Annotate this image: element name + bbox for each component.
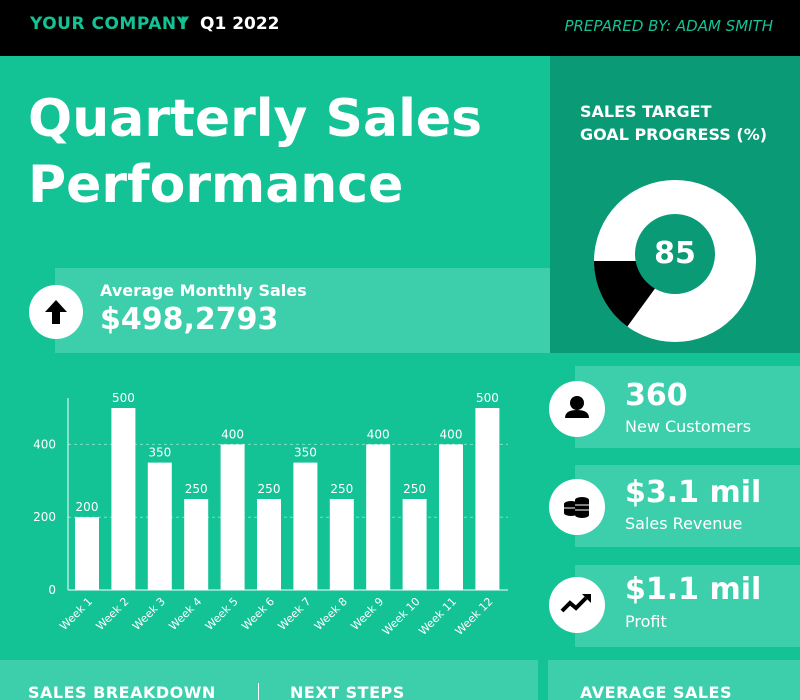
sales-target-title-line-2: GOAL PROGRESS (%) — [580, 125, 768, 144]
trend-up-icon — [549, 577, 605, 633]
x-tick-label: Week 8 — [312, 595, 350, 633]
stat-band-revenue — [575, 465, 800, 547]
x-tick-label: Week 2 — [94, 595, 132, 633]
data-label: 250 — [403, 482, 426, 496]
data-label: 400 — [221, 427, 244, 441]
x-tick-label: Week 4 — [166, 595, 204, 633]
x-tick-label: Week 12 — [453, 595, 496, 638]
stat-label-customers: New Customers — [625, 417, 752, 436]
sales-breakdown-heading: SALES BREAKDOWN — [28, 683, 216, 700]
stat-label-profit: Profit — [625, 612, 667, 631]
average-sales-band — [55, 268, 550, 353]
x-tick-label: Week 5 — [203, 595, 241, 633]
bar — [439, 444, 463, 590]
average-sales-value: $498,2793 — [100, 302, 279, 337]
bar — [366, 444, 391, 590]
average-sales-heading: AVERAGE SALES — [580, 683, 732, 700]
bar — [257, 499, 281, 590]
stat-value-profit: $1.1 mil — [625, 572, 762, 607]
page-title: Quarterly Sales Performance — [28, 86, 482, 218]
x-tick-label: Week 3 — [130, 595, 168, 633]
header-separator: I — [180, 14, 187, 34]
weekly-sales-chart: 0 200 400 200 Week 1 500 Week 2 350 Week 3 250 Wee… — [33, 391, 508, 638]
bar — [220, 444, 245, 590]
y-tick-label: 0 — [48, 583, 56, 597]
bar — [184, 499, 209, 590]
data-label: 250 — [258, 482, 281, 496]
data-label: 200 — [76, 500, 99, 514]
data-label: 400 — [440, 427, 463, 441]
x-tick-label: Week 7 — [276, 595, 314, 633]
sales-target-title: SALES TARGET GOAL PROGRESS (%) — [580, 100, 790, 146]
bottom-divider — [258, 683, 259, 700]
data-label: 250 — [330, 482, 353, 496]
header-bar — [0, 0, 800, 56]
x-tick-label: Week 10 — [380, 595, 423, 638]
bar — [329, 499, 354, 590]
sales-target-panel: SALES TARGET GOAL PROGRESS (%) 85 — [550, 56, 800, 353]
company-name: YOUR COMPANY — [30, 14, 190, 34]
title-line-2: Performance — [28, 155, 404, 215]
next-steps-heading: NEXT STEPS — [290, 683, 405, 700]
x-tick-label: Week 6 — [239, 595, 277, 633]
average-sales-label: Average Monthly Sales — [100, 281, 307, 300]
stat-value-revenue: $3.1 mil — [625, 475, 762, 510]
data-label: 250 — [185, 482, 208, 496]
prepared-by: PREPARED BY: ADAM SMITH — [564, 17, 773, 35]
bar — [402, 499, 427, 590]
sales-target-title-line-1: SALES TARGET — [580, 102, 712, 121]
bottom-band-right — [548, 660, 800, 700]
data-label: 500 — [112, 391, 135, 405]
stat-value-customers: 360 — [625, 378, 688, 413]
y-tick-label: 200 — [33, 510, 56, 524]
data-label: 350 — [148, 446, 171, 460]
donut-center — [635, 214, 715, 294]
bar — [111, 408, 136, 590]
stat-band-customers — [575, 366, 800, 448]
data-label: 350 — [294, 446, 317, 460]
quarter-label: Q1 2022 — [200, 14, 280, 34]
title-line-1: Quarterly Sales — [28, 89, 483, 149]
data-label: 500 — [476, 391, 499, 405]
bar — [293, 462, 318, 590]
stat-band-profit — [575, 565, 800, 647]
y-tick-label: 400 — [33, 437, 56, 451]
x-tick-label: Week 11 — [416, 595, 459, 638]
coins-icon — [549, 479, 605, 535]
progress-value: 85 — [654, 236, 696, 271]
user-icon — [549, 381, 605, 437]
bar — [475, 408, 500, 590]
arrow-up-icon — [29, 285, 83, 339]
bar — [147, 462, 172, 590]
stat-label-revenue: Sales Revenue — [625, 514, 743, 533]
bottom-band-left — [0, 660, 538, 700]
bar — [75, 517, 99, 590]
data-label: 400 — [367, 427, 390, 441]
x-tick-label: Week 1 — [57, 595, 95, 633]
